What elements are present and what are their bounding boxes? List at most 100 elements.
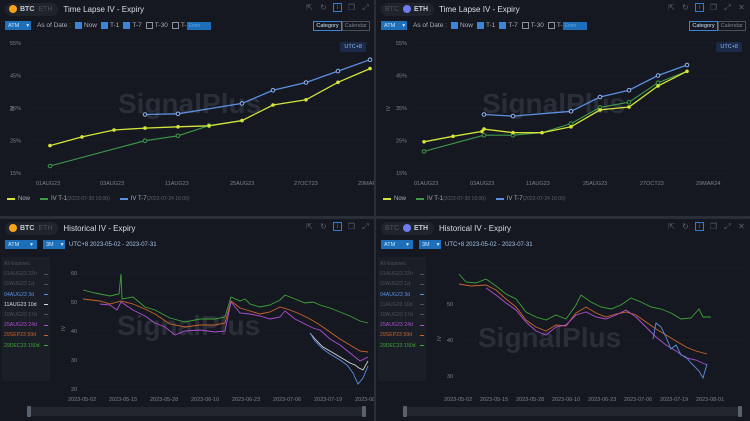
- check-t30[interactable]: T-30: [145, 22, 168, 29]
- date-range[interactable]: UTC+8 2023-05-02 - 2023-07-31: [69, 241, 157, 248]
- coin-btc[interactable]: BTC: [7, 224, 36, 232]
- date-range[interactable]: UTC+8 2023-05-02 - 2023-07-31: [445, 241, 533, 248]
- svg-text:55%: 55%: [396, 41, 407, 47]
- info-icon[interactable]: i: [333, 3, 342, 12]
- legend-now[interactable]: Now: [383, 196, 406, 202]
- close-icon[interactable]: ✕: [738, 221, 745, 231]
- legend-t7[interactable]: IV T-7 (2023-07-24 16:00): [495, 196, 565, 202]
- panel-btc-time-lapse: BTC ETH Time Lapse IV - Expiry ⇱ ↻ i ❐ ⤢…: [0, 0, 374, 216]
- check-t-custom[interactable]: T-: [171, 22, 187, 29]
- legend-expiry[interactable]: 04AUG23 3d: [380, 292, 424, 298]
- duplicate-icon[interactable]: ❐: [347, 221, 356, 231]
- atm-dropdown[interactable]: ATM ▼: [5, 21, 31, 30]
- check-t-custom[interactable]: T-: [547, 22, 563, 29]
- period-dropdown[interactable]: 3M ▼: [419, 240, 441, 249]
- coin-toggle[interactable]: BTC ETH: [5, 221, 59, 235]
- slider-handle-end[interactable]: [738, 406, 742, 417]
- svg-text:2023-05-02: 2023-05-02: [68, 397, 96, 403]
- legend-expiry[interactable]: 11AUG23 10d: [380, 302, 424, 308]
- export-icon[interactable]: ⇱: [668, 2, 675, 12]
- coin-toggle[interactable]: BTC ETH: [381, 2, 434, 16]
- expand-icon[interactable]: ⤢: [724, 2, 731, 12]
- period-dropdown[interactable]: 3M ▼: [43, 240, 65, 249]
- info-icon[interactable]: i: [695, 222, 704, 231]
- check-now[interactable]: Now: [450, 22, 473, 29]
- expand-icon[interactable]: ⤢: [362, 2, 369, 12]
- info-icon[interactable]: i: [333, 222, 342, 231]
- coin-toggle[interactable]: BTC ETH: [381, 221, 434, 235]
- check-t7[interactable]: T-7: [123, 22, 142, 29]
- refresh-icon[interactable]: ↻: [320, 2, 327, 12]
- coin-btc[interactable]: BTC: [385, 5, 399, 13]
- atm-dropdown[interactable]: ATM ▼: [381, 240, 413, 249]
- export-icon[interactable]: ⇱: [668, 221, 675, 231]
- legend-expiry[interactable]: 29SEP23 59d: [380, 332, 424, 338]
- legend-expiry[interactable]: 01AUG23 22h: [4, 271, 48, 277]
- refresh-icon[interactable]: ↻: [682, 2, 689, 12]
- legend-all-expiries[interactable]: All Expiries: [4, 261, 30, 267]
- category-button[interactable]: Category: [313, 21, 342, 31]
- slider-handle-end[interactable]: [362, 406, 366, 417]
- check-t30[interactable]: T-30: [521, 22, 544, 29]
- check-now[interactable]: Now: [74, 22, 97, 29]
- legend-expiry[interactable]: 25AUG23 24d: [380, 322, 424, 328]
- caret-down-icon: ▼: [435, 241, 441, 248]
- calendar-button[interactable]: Calendar: [717, 21, 746, 31]
- legend-expiry[interactable]: 02AUG23 1d: [4, 281, 48, 287]
- chart-legend: Now IV T-1 (2023-07-30 16:00) IV T-7 (2023…: [383, 196, 565, 202]
- legend-expiry[interactable]: 29DEC23 150d: [380, 343, 424, 349]
- legend-expiry[interactable]: 04AUG23 3d: [4, 292, 48, 298]
- legend-t7[interactable]: IV T-7 (2023-07-24 16:00): [119, 196, 189, 202]
- controls-bar: ATM ▼ As of Date : Now T-1 T-7 T-30 T- En…: [376, 18, 750, 33]
- legend-t1[interactable]: IV T-1 (2023-07-30 16:00): [40, 196, 110, 202]
- legend-expiry[interactable]: 02AUG23 1d: [380, 281, 424, 287]
- legend-expiry[interactable]: 01AUG23 22h: [380, 271, 424, 277]
- legend-t1[interactable]: IV T-1 (2023-07-30 16:00): [416, 196, 486, 202]
- category-button[interactable]: Category: [689, 21, 718, 31]
- coin-eth[interactable]: ETH: [401, 224, 430, 232]
- legend-expiry[interactable]: 18AUG23 17d: [4, 312, 48, 318]
- slider-handle-start[interactable]: [27, 406, 31, 417]
- atm-dropdown[interactable]: ATM ▼: [5, 240, 37, 249]
- svg-text:25AUG23: 25AUG23: [583, 181, 607, 187]
- coin-eth[interactable]: ETH: [38, 224, 53, 232]
- time-range-slider[interactable]: [27, 406, 366, 417]
- export-icon[interactable]: ⇱: [306, 2, 313, 12]
- coin-toggle[interactable]: BTC ETH: [5, 2, 59, 16]
- svg-text:2023-06-10: 2023-06-10: [552, 397, 580, 403]
- coin-btc[interactable]: BTC: [385, 224, 399, 232]
- t-custom-input[interactable]: Enter: [186, 21, 211, 30]
- legend-expiry[interactable]: 29SEP23 59d: [4, 332, 48, 338]
- duplicate-icon[interactable]: ❐: [709, 221, 718, 231]
- refresh-icon[interactable]: ↻: [682, 221, 689, 231]
- legend-now[interactable]: Now: [7, 196, 30, 202]
- coin-eth[interactable]: ETH: [401, 5, 430, 13]
- check-t1[interactable]: T-1: [100, 22, 119, 29]
- coin-btc[interactable]: BTC: [7, 5, 36, 13]
- atm-dropdown[interactable]: ATM ▼: [381, 21, 407, 30]
- legend-expiry[interactable]: 18AUG23 17d: [380, 312, 424, 318]
- legend-expiry[interactable]: 29DEC23 150d: [4, 343, 48, 349]
- duplicate-icon[interactable]: ❐: [347, 2, 356, 12]
- svg-text:35%: 35%: [10, 106, 21, 112]
- export-icon[interactable]: ⇱: [306, 221, 313, 231]
- t-custom-input[interactable]: Enter: [562, 21, 587, 30]
- coin-eth[interactable]: ETH: [38, 5, 53, 13]
- check-t1[interactable]: T-1: [476, 22, 495, 29]
- calendar-button[interactable]: Calendar: [341, 21, 370, 31]
- legend-expiry[interactable]: 11AUG23 10d: [4, 302, 48, 308]
- check-t7[interactable]: T-7: [499, 22, 518, 29]
- time-range-slider[interactable]: [403, 406, 742, 417]
- slider-handle-start[interactable]: [403, 406, 407, 417]
- checkbox-icon: [547, 22, 555, 29]
- panel-title: Historical IV - Expiry: [439, 223, 512, 233]
- expand-icon[interactable]: ⤢: [724, 221, 731, 231]
- expand-icon[interactable]: ⤢: [362, 221, 369, 231]
- legend-all-expiries[interactable]: All Expiries: [380, 261, 406, 267]
- controls-bar: ATM ▼ 3M ▼ UTC+8 2023-05-02 - 2023-07-31: [0, 237, 374, 252]
- info-icon[interactable]: i: [695, 3, 704, 12]
- close-icon[interactable]: ✕: [738, 2, 745, 12]
- legend-expiry[interactable]: 25AUG23 24d: [4, 322, 48, 328]
- duplicate-icon[interactable]: ❐: [709, 2, 718, 12]
- refresh-icon[interactable]: ↻: [320, 221, 327, 231]
